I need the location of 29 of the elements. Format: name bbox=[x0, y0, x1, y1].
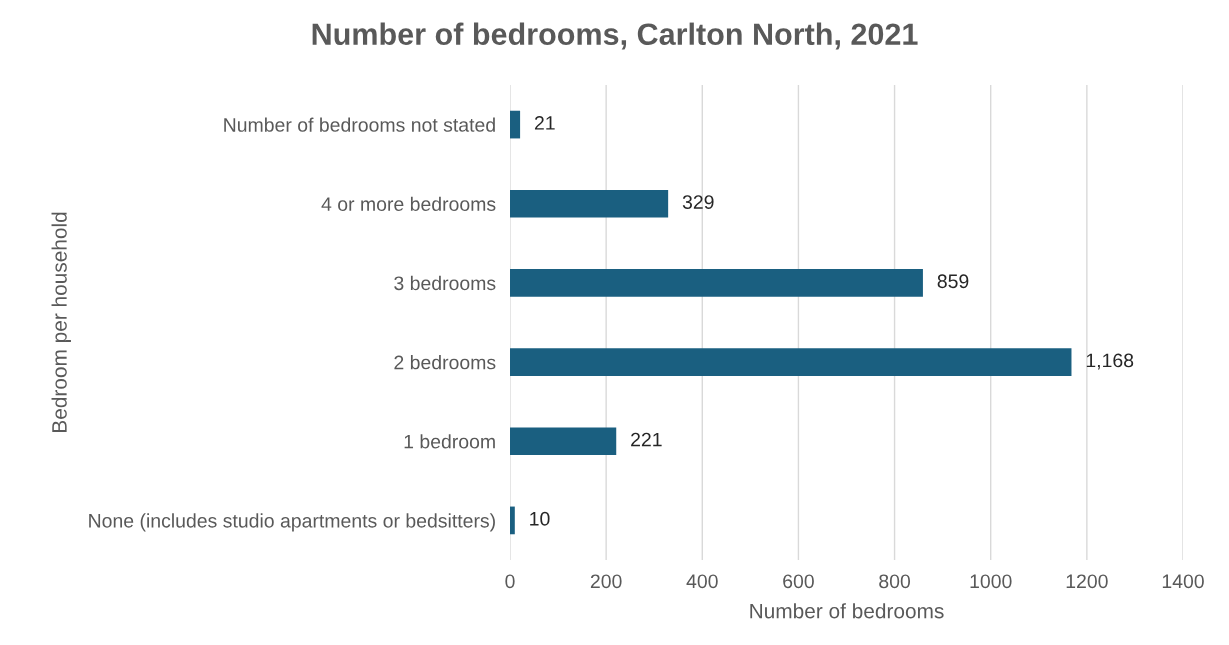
x-tick-label: 600 bbox=[783, 574, 814, 589]
data-label: 1,168 bbox=[1086, 353, 1134, 370]
bar bbox=[510, 110, 521, 139]
x-tick-label: 0 bbox=[505, 574, 515, 589]
x-tick-label: 400 bbox=[686, 574, 718, 589]
data-label: 329 bbox=[682, 195, 714, 209]
bar bbox=[510, 348, 1072, 376]
y-axis-title: Bedroom per household bbox=[51, 212, 71, 432]
x-tick-label: 1000 bbox=[970, 574, 1012, 589]
x-axis-title: Number of bedrooms bbox=[750, 603, 944, 619]
y-tick-label: None (includes studio apartments or bedsitters) bbox=[89, 513, 495, 532]
y-tick-label: 3 bedrooms bbox=[394, 275, 496, 291]
data-label: 859 bbox=[937, 274, 969, 289]
bar bbox=[510, 427, 617, 456]
chart-title: Number of bedrooms, Carlton North, 2021 bbox=[312, 22, 918, 50]
y-tick-label: 1 bedroom bbox=[404, 434, 495, 449]
y-tick-label: 4 or more bedrooms bbox=[321, 196, 496, 211]
data-label: 221 bbox=[631, 432, 662, 447]
bar bbox=[510, 269, 923, 297]
y-tick-label: 2 bedrooms bbox=[394, 355, 496, 370]
bar bbox=[510, 189, 669, 218]
data-label: 10 bbox=[530, 511, 550, 526]
y-tick-label: Number of bedrooms not stated bbox=[224, 117, 495, 132]
x-tick-label: 200 bbox=[590, 574, 622, 589]
x-tick-label: 1200 bbox=[1066, 574, 1108, 589]
x-tick-label: 800 bbox=[879, 574, 911, 589]
data-label: 21 bbox=[534, 116, 555, 130]
bar bbox=[510, 506, 515, 535]
x-tick-label: 1400 bbox=[1162, 574, 1204, 589]
